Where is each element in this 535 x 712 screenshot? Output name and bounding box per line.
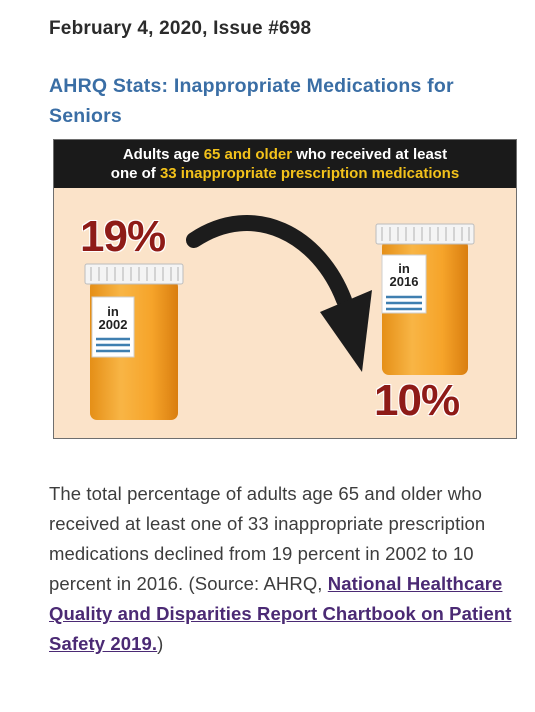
issue-date-line: February 4, 2020, Issue #698 [49,18,312,39]
article-headline[interactable]: AHRQ Stats: Inappropriate Medications fo… [49,75,454,127]
banner-highlight-medications: 33 inappropriate prescription medication… [159,165,460,182]
curved-arrow-down-icon [186,215,372,372]
banner-highlight-age: 65 and older [203,146,293,163]
article-body-text: The total percentage of adults age 65 an… [49,483,486,594]
bottle-label-year: 2002 [98,317,128,332]
bottle-label-in: in [398,261,410,276]
banner-text-3: one of [110,165,160,182]
bottle-label-year: 2016 [389,274,419,289]
bottle-label-2016: in 2016 [384,262,424,288]
bottle-label-in: in [107,304,119,319]
infographic-banner: Adults age 65 and older who received at … [54,140,516,188]
article-body-closing: ) [157,633,164,654]
infographic: Adults age 65 and older who received at … [53,139,517,439]
percent-2002: 19% [80,212,166,261]
source-report-link[interactable]: National Healthcare Quality and Disparit… [49,573,512,654]
infographic-graphics [84,215,475,420]
bottle-label-2002: in 2002 [94,305,132,331]
pill-bottle-icon-2016 [375,223,475,375]
article-body: The total percentage of adults age 65 an… [49,479,524,659]
pill-bottle-icon-2002 [84,263,184,420]
banner-text-2: who received at least [292,146,448,163]
percent-2016: 10% [374,376,460,425]
banner-text-1: Adults age [122,146,204,163]
